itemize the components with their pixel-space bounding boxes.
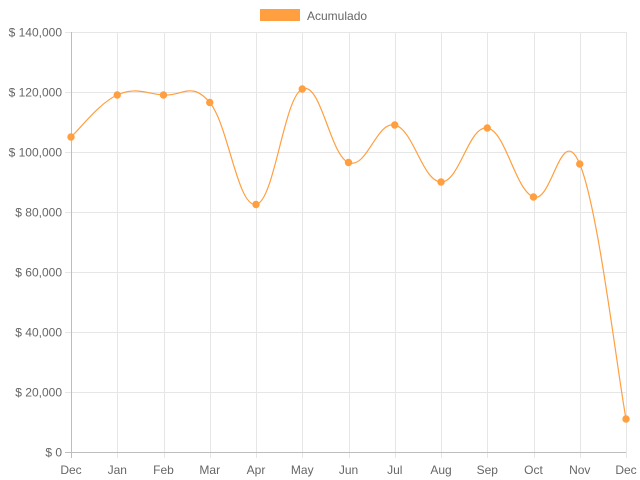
data-point[interactable] <box>344 158 353 167</box>
data-point[interactable] <box>437 178 445 186</box>
y-tick-label: $ 0 <box>45 446 62 460</box>
y-tick-label: $ 80,000 <box>15 206 62 220</box>
legend-label-acumulado[interactable]: Acumulado <box>307 9 367 23</box>
grid-lines <box>65 32 627 458</box>
x-tick-label: Mar <box>199 463 220 477</box>
x-tick-label: Jan <box>108 463 127 477</box>
y-tick-label: $ 100,000 <box>9 146 63 160</box>
data-point[interactable] <box>67 133 75 141</box>
data-point[interactable] <box>206 98 214 107</box>
x-tick-labels: Dec Jan Feb Mar Apr May Jun Jul Aug Sep Oct Nov Dec <box>60 463 636 477</box>
x-tick-label: Nov <box>569 463 590 477</box>
data-point[interactable] <box>252 200 260 209</box>
axes <box>71 32 626 453</box>
x-tick-label: Aug <box>430 463 451 477</box>
x-tick-label: Oct <box>524 463 543 477</box>
legend[interactable]: Acumulado <box>260 9 367 23</box>
data-point[interactable] <box>298 85 306 93</box>
x-tick-label: Feb <box>153 463 174 477</box>
data-point[interactable] <box>391 121 399 129</box>
x-tick-label: Jun <box>339 463 358 477</box>
x-tick-label: Apr <box>247 463 266 477</box>
y-tick-labels: $ 0 $ 20,000 $ 40,000 $ 60,000 $ 80,000 $ 100… <box>9 26 63 460</box>
y-tick-label: $ 20,000 <box>15 386 62 400</box>
series-layer <box>67 85 630 423</box>
x-tick-label: Jul <box>387 463 402 477</box>
x-tick-label: Dec <box>60 463 81 477</box>
x-tick-label: Sep <box>477 463 499 477</box>
data-point[interactable] <box>622 415 630 423</box>
legend-swatch-acumulado[interactable] <box>260 9 300 21</box>
data-point[interactable] <box>483 124 491 132</box>
data-point[interactable] <box>113 91 121 99</box>
data-point[interactable] <box>576 160 584 168</box>
y-tick-label: $ 120,000 <box>9 86 63 100</box>
y-tick-label: $ 140,000 <box>9 26 63 40</box>
series-line-acumulado <box>70 88 627 420</box>
x-tick-label: Dec <box>615 463 636 477</box>
y-tick-label: $ 60,000 <box>15 266 62 280</box>
data-point[interactable] <box>529 193 538 201</box>
y-tick-label: $ 40,000 <box>15 326 62 340</box>
x-tick-label: May <box>291 463 314 477</box>
data-point[interactable] <box>159 91 168 99</box>
